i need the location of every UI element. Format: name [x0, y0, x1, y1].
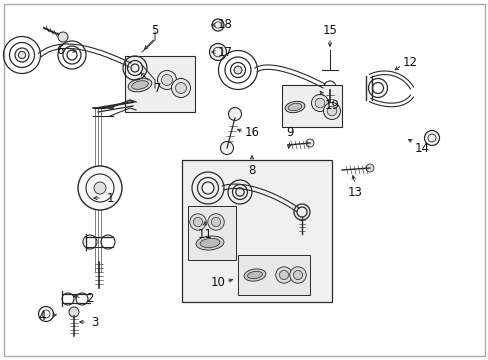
Text: 2: 2: [86, 292, 94, 305]
Ellipse shape: [285, 101, 305, 113]
Text: 7: 7: [154, 81, 162, 94]
Circle shape: [326, 106, 336, 116]
Circle shape: [157, 71, 176, 90]
Circle shape: [220, 141, 233, 154]
Circle shape: [94, 182, 106, 194]
Text: 17: 17: [217, 45, 232, 58]
Bar: [125, 56, 195, 112]
Circle shape: [189, 214, 206, 230]
Bar: [282, 85, 341, 127]
Circle shape: [228, 108, 241, 121]
Ellipse shape: [247, 271, 262, 279]
Circle shape: [212, 19, 224, 31]
Text: 4: 4: [38, 310, 46, 323]
Circle shape: [234, 66, 241, 74]
Circle shape: [209, 44, 226, 60]
Text: 9: 9: [285, 126, 293, 139]
Text: 16: 16: [244, 126, 259, 139]
Text: 12: 12: [402, 55, 417, 68]
Circle shape: [305, 139, 313, 147]
Circle shape: [175, 82, 186, 94]
Text: 6: 6: [56, 44, 63, 57]
Text: 5: 5: [151, 23, 159, 36]
Circle shape: [78, 166, 122, 210]
Text: 14: 14: [414, 141, 428, 154]
Bar: [187, 206, 236, 260]
Circle shape: [211, 217, 220, 226]
Circle shape: [275, 267, 292, 283]
Circle shape: [315, 98, 324, 108]
Circle shape: [193, 217, 202, 226]
Ellipse shape: [200, 238, 220, 248]
Text: 15: 15: [322, 23, 337, 36]
Circle shape: [161, 75, 172, 85]
Circle shape: [293, 270, 302, 280]
Circle shape: [207, 214, 224, 230]
Text: 19: 19: [324, 99, 339, 112]
Circle shape: [424, 130, 439, 145]
Text: 1: 1: [106, 192, 114, 204]
Circle shape: [171, 78, 190, 98]
Ellipse shape: [287, 103, 301, 111]
Circle shape: [311, 94, 328, 112]
Bar: [182, 160, 331, 302]
Circle shape: [289, 267, 305, 283]
Bar: [238, 255, 309, 295]
Text: 3: 3: [91, 315, 99, 328]
Text: 11: 11: [197, 229, 212, 242]
Circle shape: [19, 51, 25, 58]
Circle shape: [58, 32, 68, 42]
Ellipse shape: [128, 78, 151, 92]
Circle shape: [69, 307, 79, 317]
Ellipse shape: [244, 269, 265, 281]
Text: 10: 10: [210, 275, 225, 288]
Text: 18: 18: [217, 18, 232, 31]
Text: 13: 13: [347, 185, 362, 198]
Circle shape: [279, 270, 288, 280]
Ellipse shape: [131, 81, 148, 89]
Ellipse shape: [196, 236, 224, 250]
Text: 8: 8: [248, 163, 255, 176]
Circle shape: [365, 164, 373, 172]
Circle shape: [323, 103, 340, 120]
